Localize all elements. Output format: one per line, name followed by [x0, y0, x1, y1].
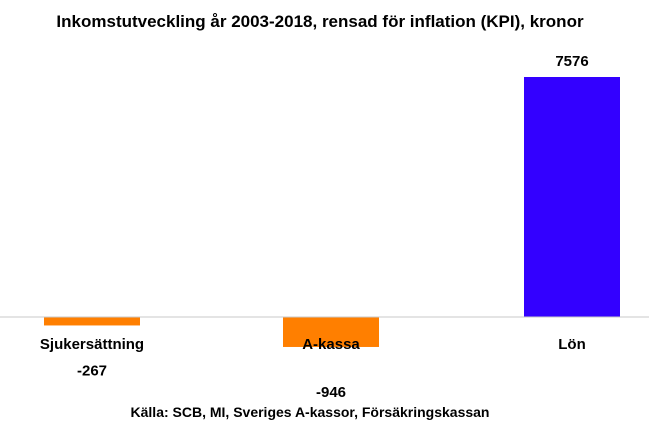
category-label-0: Sjukersättning [40, 336, 144, 353]
chart-title: Inkomstutveckling år 2003-2018, rensad f… [56, 12, 584, 31]
value-label-2: 7576 [555, 53, 588, 70]
bars-group [44, 77, 620, 347]
labels-group: Sjukersättning -267 A-kassa -946 Lön 7576 [40, 53, 589, 401]
value-label-1: -946 [316, 384, 346, 401]
bar-0 [44, 317, 140, 326]
category-label-2: Lön [558, 336, 586, 353]
source-note: Källa: SCB, MI, Sveriges A-kassor, Försä… [131, 404, 490, 420]
value-label-0: -267 [77, 362, 107, 379]
category-label-1: A-kassa [302, 336, 360, 353]
bar-2 [524, 77, 620, 317]
bar-1 [283, 317, 379, 347]
